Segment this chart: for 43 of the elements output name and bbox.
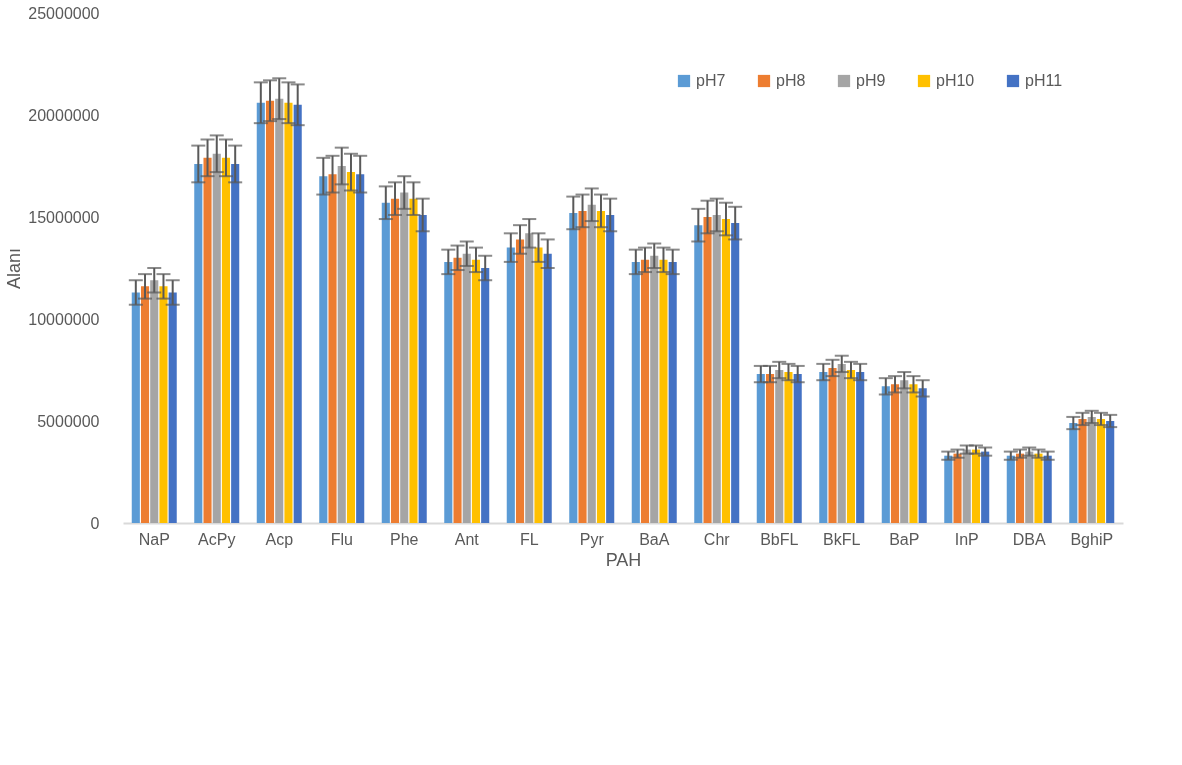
y-tick-label: 20000000 xyxy=(28,106,100,124)
y-tick-label: 0 xyxy=(90,514,100,532)
bar xyxy=(640,259,650,523)
x-axis-title: PAH xyxy=(605,549,642,570)
legend-label: pH8 xyxy=(776,72,806,89)
bar xyxy=(390,198,400,523)
bar xyxy=(140,286,150,523)
bar xyxy=(346,172,356,523)
legend-label: pH11 xyxy=(1025,72,1063,89)
x-tick-label: FL xyxy=(519,530,539,548)
bar xyxy=(890,384,900,523)
bar xyxy=(596,210,606,523)
bar xyxy=(221,157,231,523)
bar xyxy=(1096,418,1106,523)
x-tick-label: BaP xyxy=(889,530,920,548)
y-tick-label: 25000000 xyxy=(28,4,100,22)
x-tick-label: InP xyxy=(954,530,979,548)
x-tick-label: Phe xyxy=(390,530,419,548)
x-tick-label: BbFL xyxy=(760,530,799,548)
bar xyxy=(846,370,856,523)
x-tick-label: Flu xyxy=(330,530,353,548)
x-tick-label: BaA xyxy=(639,530,670,548)
y-tick-label: 5000000 xyxy=(37,412,100,430)
y-tick-label: 10000000 xyxy=(28,310,100,328)
bar xyxy=(265,100,275,523)
bar xyxy=(515,239,525,523)
x-tick-label: Acp xyxy=(265,530,294,548)
x-tick-label: BkFL xyxy=(823,530,861,548)
x-tick-label: BghiP xyxy=(1070,530,1114,548)
x-tick-label: AcPy xyxy=(198,530,236,548)
y-axis-title: Alanı xyxy=(4,247,25,290)
x-tick-label: Pyr xyxy=(579,530,605,548)
x-tick-label: Chr xyxy=(703,530,731,548)
legend-label: pH9 xyxy=(856,72,886,89)
bar xyxy=(765,374,775,523)
x-tick-label: Ant xyxy=(454,530,480,548)
x-tick-label: NaP xyxy=(138,530,170,548)
legend-label: pH10 xyxy=(936,72,975,89)
bar xyxy=(471,259,481,523)
x-tick-label: DBA xyxy=(1012,530,1047,548)
legend-label: pH7 xyxy=(696,72,726,89)
bar xyxy=(721,219,731,523)
y-tick-label: 15000000 xyxy=(28,208,100,226)
